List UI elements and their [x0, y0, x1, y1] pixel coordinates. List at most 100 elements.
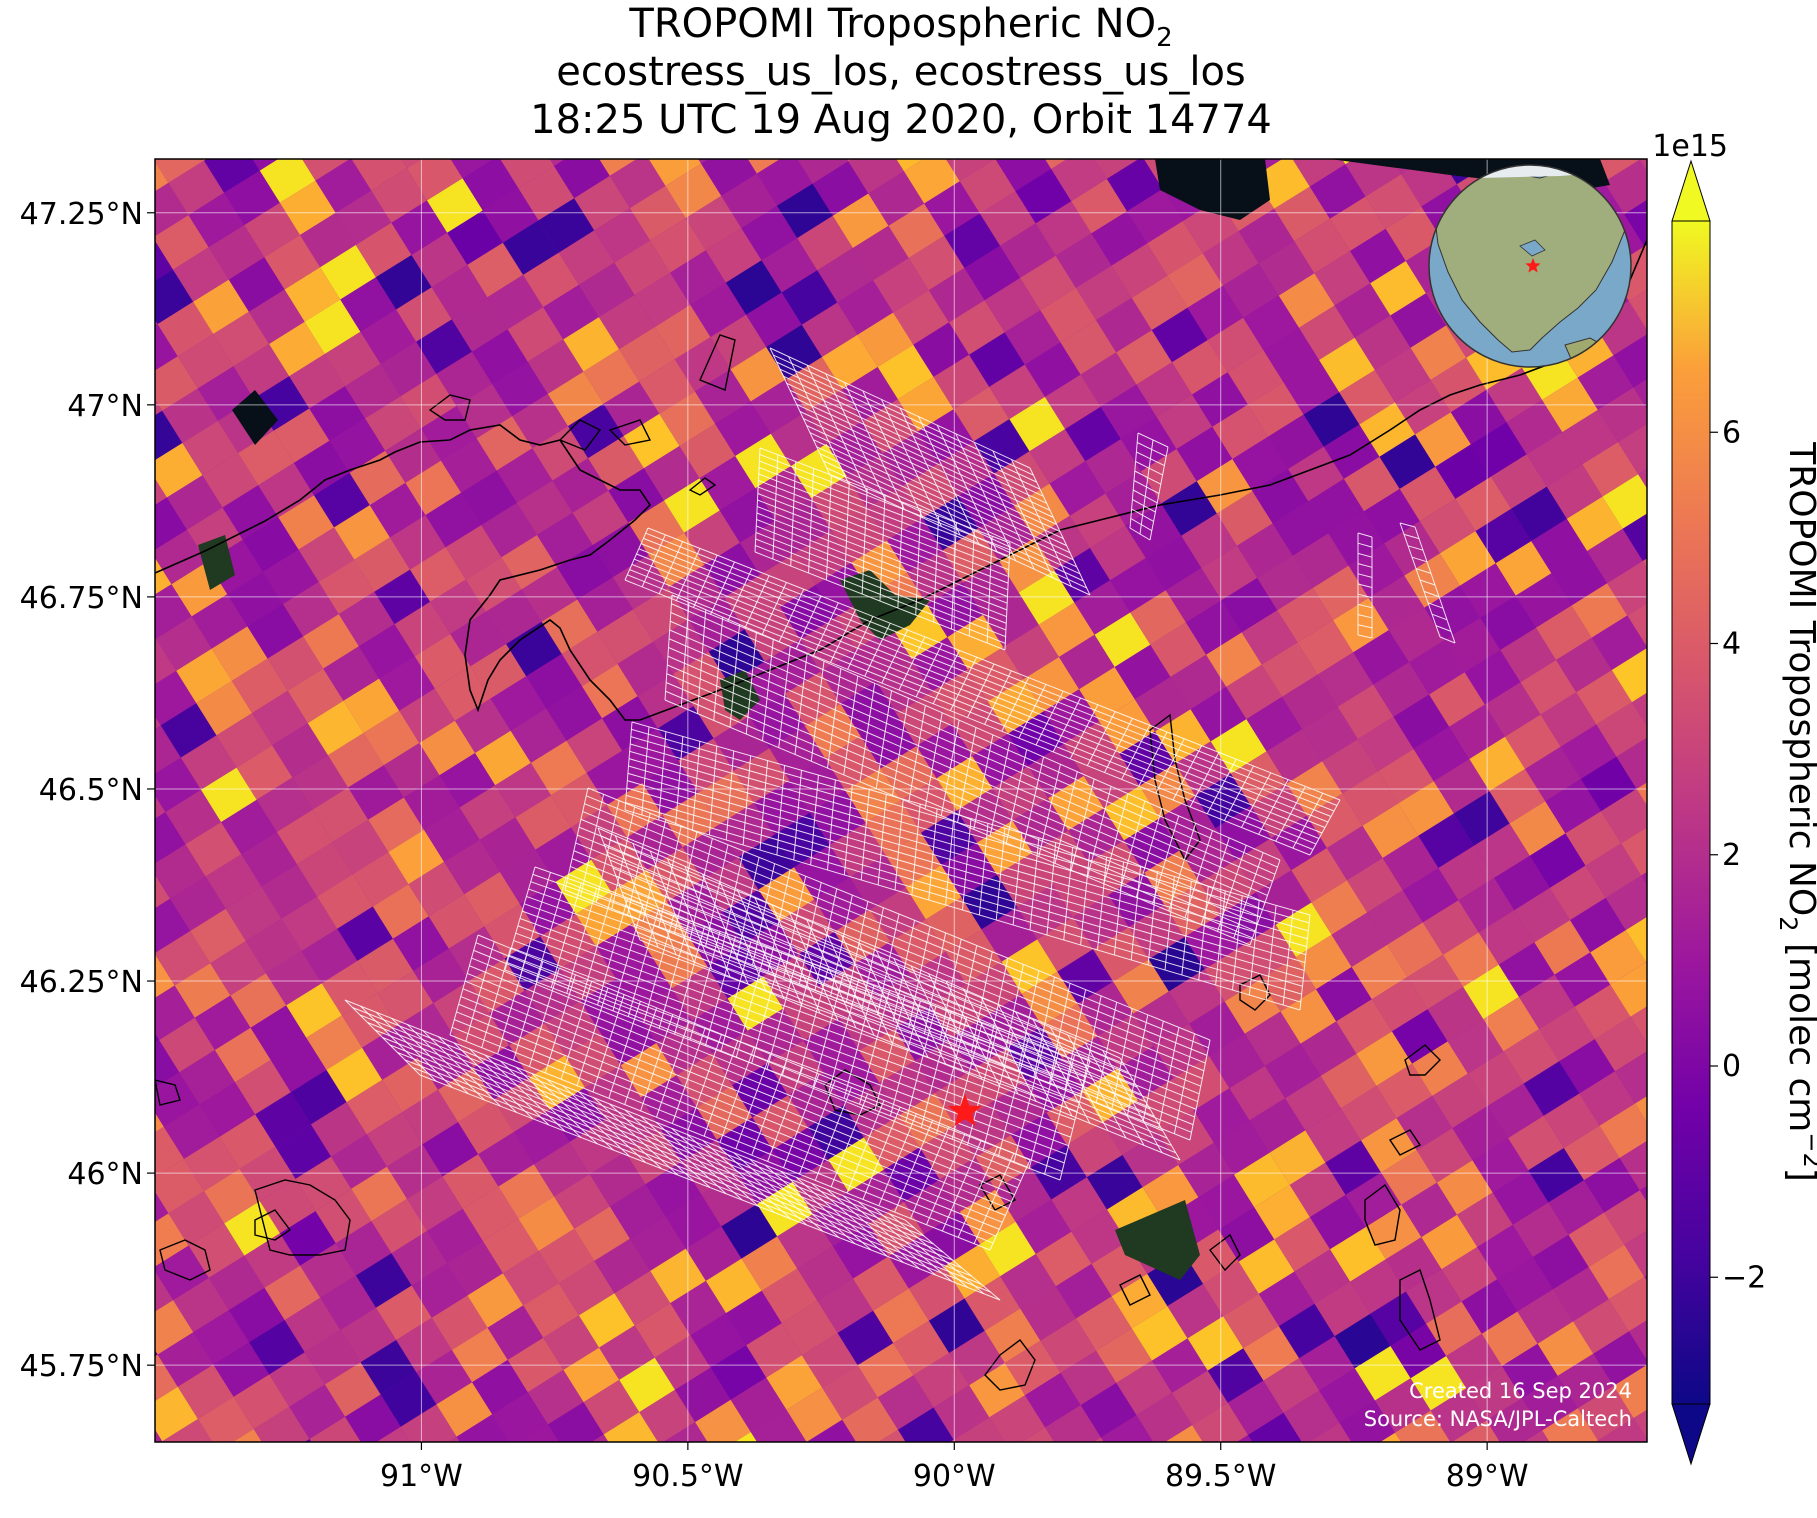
tropomi-pixel: [328, 733, 384, 788]
tropomi-pixel: [155, 795, 166, 819]
tropomi-pixel: [1210, 719, 1267, 774]
tropomi-pixel: [1319, 1368, 1375, 1423]
tropomi-pixel: [201, 767, 257, 823]
no-data-patch: [1155, 159, 1270, 220]
tropomi-pixel: [1111, 1273, 1168, 1329]
tropomi-pixel: [543, 284, 599, 340]
tropomi-pixel: [155, 812, 186, 864]
tropomi-pixel: [1506, 399, 1563, 455]
tropomi-pixel: [715, 401, 771, 456]
tropomi-pixel: [962, 560, 1019, 615]
tropomi-pixel: [388, 829, 445, 885]
tropomi-pixel: [1427, 986, 1484, 1042]
tropomi-pixel: [1426, 1301, 1482, 1356]
tropomi-pixel: [382, 1057, 438, 1113]
tropomi-pixel: [1347, 858, 1403, 913]
tropomi-pixel: [1607, 561, 1647, 616]
tropomi-pixel: [639, 1389, 696, 1442]
tropomi-pixel: [828, 1137, 884, 1192]
tropomi-pixel: [1401, 1182, 1457, 1238]
tropomi-pixel: [523, 1283, 579, 1338]
tropomi-pixel: [1553, 1267, 1609, 1322]
tropomi-pixel: [470, 644, 527, 699]
tropomi-pixel: [451, 1327, 508, 1383]
tropomi-pixel: [1280, 989, 1337, 1044]
tropomi-pixel: [1285, 1075, 1341, 1131]
tropomi-pixel: [155, 1191, 169, 1222]
colorbar-tick-label: 2: [1722, 838, 1741, 873]
tropomi-pixel: [155, 844, 206, 899]
tropomi-pixel: [213, 311, 270, 367]
tropomi-pixel: [307, 700, 364, 756]
tropomi-pixel: [302, 159, 350, 181]
tropomi-pixel: [1545, 778, 1601, 834]
tropomi-pixel: [1409, 640, 1465, 695]
tropomi-pixel: [1375, 1378, 1431, 1433]
tropomi-pixel: [1057, 949, 1114, 1004]
tropomi-pixel: [1622, 513, 1647, 561]
tropomi-pixel: [416, 1350, 473, 1405]
tropomi-pixel: [853, 1256, 909, 1311]
tropomi-pixel: [1398, 781, 1454, 836]
no-data-patch: [232, 390, 278, 445]
lake-outline-14: [1209, 1233, 1241, 1272]
tropomi-pixel: [598, 294, 655, 350]
tropomi-pixel: [1141, 449, 1197, 504]
tropomi-pixel: [1413, 726, 1470, 782]
tropomi-pixel: [1491, 454, 1547, 509]
tropomi-pixel: [1299, 305, 1355, 360]
tropomi-pixel: [878, 1429, 906, 1442]
tropomi-pixel: [570, 89, 626, 144]
lake-outline-7: [254, 1209, 292, 1241]
tropomi-pixel: [1380, 1465, 1436, 1518]
tropomi-pixel: [1020, 255, 1076, 311]
tropomi-pixel: [1593, 1331, 1647, 1386]
tropomi-pixel: [482, 188, 539, 243]
credit-source: Source: NASA/JPL-Caltech: [1364, 1407, 1632, 1431]
tropomi-pixel: [1421, 1214, 1478, 1270]
tropomi-pixel: [275, 94, 331, 149]
tropomi-pixel: [376, 1426, 411, 1442]
lake-outline-13: [1119, 1274, 1151, 1306]
tropomi-pixel: [907, 550, 963, 605]
tropomi-pixel: [1618, 1450, 1674, 1505]
tropomi-pixel: [128, 96, 184, 151]
tropomi-pixel: [739, 520, 796, 575]
tropomi-pixel: [832, 193, 889, 248]
tropomi-pixel: [1514, 887, 1571, 943]
tropomi-pixel: [864, 85, 920, 140]
tropomi-pixel: [1460, 563, 1516, 618]
tropomi-pixel: [701, 159, 757, 196]
tropomi-pixel: [1100, 384, 1157, 440]
tropomi-pixel: [203, 159, 207, 161]
tropomi-pixel: [1075, 265, 1132, 321]
lake-outline-1: [1149, 713, 1201, 862]
tropomi-pixel: [1560, 724, 1617, 779]
tropomi-pixel: [1619, 1140, 1647, 1191]
tropomi-pixel: [475, 730, 531, 786]
tropomi-pixel: [1470, 422, 1527, 477]
tropomi-pixel: [1604, 1190, 1647, 1245]
tropomi-pixel: [620, 1043, 677, 1098]
tropomi-pixel: [276, 809, 333, 865]
tropomi-pixel: [1435, 444, 1491, 499]
tropomi-pixel: [1266, 729, 1323, 784]
tropomi-pixel: [1639, 159, 1647, 172]
tropomi-pixel: [690, 1313, 747, 1368]
tropomi-pixel: [1172, 1370, 1228, 1426]
tropomi-pixel: [920, 95, 976, 150]
tropomi-pixel: [1261, 642, 1318, 697]
colorbar-gradient: [1672, 221, 1710, 1404]
tropomi-pixel: [157, 1332, 214, 1387]
tropomi-pixel: [269, 1352, 325, 1407]
tropomi-pixel: [533, 1457, 589, 1512]
tropomi-pixel: [1490, 159, 1498, 162]
tropomi-pixel: [155, 898, 191, 953]
no-data-patch: [198, 535, 235, 590]
ecostress-scene-footprint: [624, 721, 1311, 1011]
tropomi-pixel: [1045, 1405, 1101, 1442]
tropomi-pixel: [1608, 1276, 1647, 1332]
tropomi-pixel: [1309, 164, 1366, 219]
tropomi-pixel: [318, 559, 375, 615]
tropomi-pixel: [352, 852, 409, 907]
